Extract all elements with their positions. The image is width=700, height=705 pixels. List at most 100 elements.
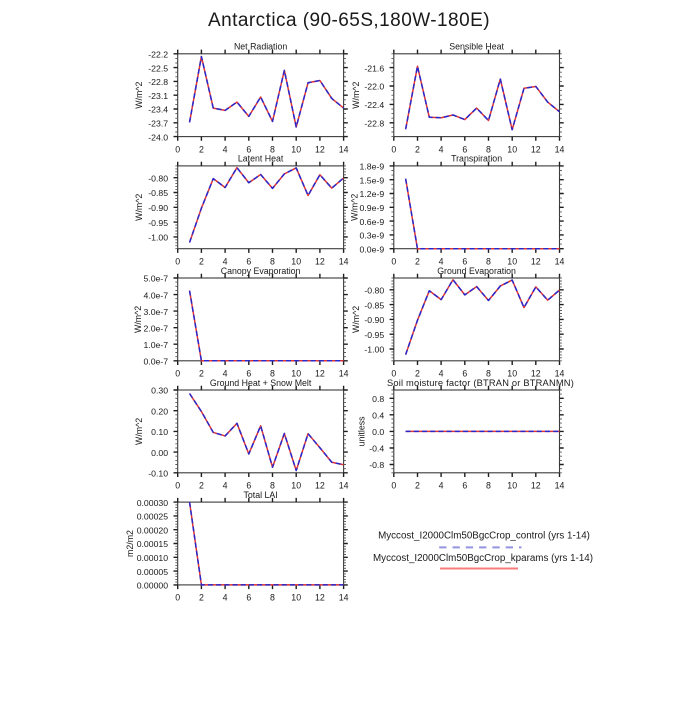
svg-text:5.0e-7: 5.0e-7 [143, 274, 168, 284]
svg-text:Ground Heat + Snow Melt: Ground Heat + Snow Melt [210, 378, 312, 388]
svg-text:12: 12 [315, 144, 325, 154]
svg-text:0.00030: 0.00030 [137, 498, 169, 508]
svg-text:W/m^2: W/m^2 [350, 194, 360, 221]
svg-text:10: 10 [291, 144, 301, 154]
svg-text:2: 2 [199, 257, 204, 267]
svg-text:12: 12 [531, 369, 541, 379]
svg-text:10: 10 [291, 257, 301, 267]
svg-text:-0.10: -0.10 [148, 469, 168, 479]
svg-text:1.2e-9: 1.2e-9 [360, 189, 385, 199]
svg-text:8: 8 [270, 481, 275, 491]
svg-text:-23.7: -23.7 [148, 119, 168, 129]
svg-text:14: 14 [339, 144, 349, 154]
svg-text:Myccost_I2000Clm50BgcCrop_cont: Myccost_I2000Clm50BgcCrop_control (yrs 1… [378, 531, 590, 542]
svg-text:4: 4 [439, 257, 444, 267]
svg-text:6: 6 [462, 257, 467, 267]
svg-text:10: 10 [507, 369, 517, 379]
svg-text:-0.80: -0.80 [364, 286, 384, 296]
svg-text:10: 10 [291, 593, 301, 603]
svg-text:-0.90: -0.90 [364, 315, 384, 325]
svg-text:0.0e-9: 0.0e-9 [360, 244, 385, 254]
svg-text:Sensible Heat: Sensible Heat [449, 42, 504, 52]
svg-text:0.00000: 0.00000 [137, 581, 169, 591]
svg-text:-22.8: -22.8 [364, 119, 384, 129]
svg-text:2: 2 [199, 144, 204, 154]
svg-text:4: 4 [223, 481, 228, 491]
svg-text:0.6e-9: 0.6e-9 [360, 217, 385, 227]
svg-text:0: 0 [175, 257, 180, 267]
svg-text:4: 4 [223, 144, 228, 154]
svg-text:-0.80: -0.80 [148, 173, 168, 183]
svg-text:0.00: 0.00 [151, 448, 168, 458]
svg-text:2: 2 [199, 369, 204, 379]
svg-text:-1.00: -1.00 [364, 345, 384, 355]
svg-text:0: 0 [391, 369, 396, 379]
svg-text:Canopy Evaporation: Canopy Evaporation [221, 266, 301, 276]
svg-text:6: 6 [462, 481, 467, 491]
svg-text:8: 8 [270, 257, 275, 267]
svg-text:14: 14 [339, 369, 349, 379]
svg-text:8: 8 [270, 593, 275, 603]
svg-text:12: 12 [531, 481, 541, 491]
svg-text:10: 10 [291, 369, 301, 379]
svg-text:10: 10 [507, 257, 517, 267]
svg-text:1.5e-9: 1.5e-9 [360, 175, 385, 185]
svg-text:6: 6 [246, 593, 251, 603]
svg-text:0.00025: 0.00025 [137, 512, 169, 522]
svg-text:8: 8 [486, 369, 491, 379]
svg-text:-0.8: -0.8 [369, 460, 384, 470]
svg-text:-23.1: -23.1 [148, 91, 168, 101]
svg-text:0: 0 [175, 369, 180, 379]
svg-text:6: 6 [246, 369, 251, 379]
svg-text:4.0e-7: 4.0e-7 [143, 290, 168, 300]
svg-text:Ground Evaporation: Ground Evaporation [437, 266, 516, 276]
svg-text:4: 4 [223, 369, 228, 379]
svg-text:1.0e-7: 1.0e-7 [143, 340, 168, 350]
svg-text:W/m^2: W/m^2 [134, 82, 144, 109]
svg-text:8: 8 [486, 481, 491, 491]
svg-text:2: 2 [415, 257, 420, 267]
svg-text:Latent Heat: Latent Heat [238, 154, 284, 164]
svg-text:14: 14 [555, 369, 565, 379]
svg-text:m2/m2: m2/m2 [125, 530, 135, 557]
svg-text:12: 12 [531, 144, 541, 154]
svg-text:0.4: 0.4 [372, 411, 384, 421]
svg-text:0.8: 0.8 [372, 394, 384, 404]
svg-text:4: 4 [439, 481, 444, 491]
svg-text:0.30: 0.30 [151, 386, 168, 396]
svg-text:-22.0: -22.0 [364, 82, 384, 92]
svg-text:-22.4: -22.4 [364, 100, 384, 110]
svg-text:14: 14 [339, 481, 349, 491]
svg-text:8: 8 [270, 369, 275, 379]
svg-text:0: 0 [175, 593, 180, 603]
svg-text:4: 4 [439, 144, 444, 154]
svg-text:0: 0 [175, 144, 180, 154]
svg-text:2: 2 [415, 369, 420, 379]
svg-text:3.0e-7: 3.0e-7 [143, 307, 168, 317]
svg-text:0.10: 0.10 [151, 427, 168, 437]
svg-text:8: 8 [486, 257, 491, 267]
svg-text:Net Radiation: Net Radiation [234, 42, 287, 52]
svg-text:-1.00: -1.00 [148, 233, 168, 243]
svg-text:10: 10 [507, 481, 517, 491]
svg-text:2: 2 [415, 144, 420, 154]
svg-text:0.00020: 0.00020 [137, 525, 169, 535]
svg-text:0: 0 [391, 257, 396, 267]
svg-text:12: 12 [315, 593, 325, 603]
svg-text:W/m^2: W/m^2 [133, 306, 143, 333]
svg-text:Soil moisture factor (BTRAN or: Soil moisture factor (BTRAN or BTRANMN) [387, 378, 574, 388]
svg-text:8: 8 [270, 144, 275, 154]
svg-text:0.0e-7: 0.0e-7 [143, 357, 168, 367]
svg-text:8: 8 [486, 144, 491, 154]
svg-text:-22.5: -22.5 [148, 63, 168, 73]
svg-text:unitless: unitless [357, 416, 367, 446]
svg-text:W/m^2: W/m^2 [351, 82, 361, 109]
svg-text:12: 12 [315, 369, 325, 379]
svg-text:2: 2 [199, 593, 204, 603]
svg-text:0: 0 [391, 144, 396, 154]
svg-text:14: 14 [555, 144, 565, 154]
svg-text:12: 12 [315, 481, 325, 491]
svg-text:0.00010: 0.00010 [137, 553, 169, 563]
svg-text:-0.95: -0.95 [148, 218, 168, 228]
svg-text:0.9e-9: 0.9e-9 [360, 203, 385, 213]
